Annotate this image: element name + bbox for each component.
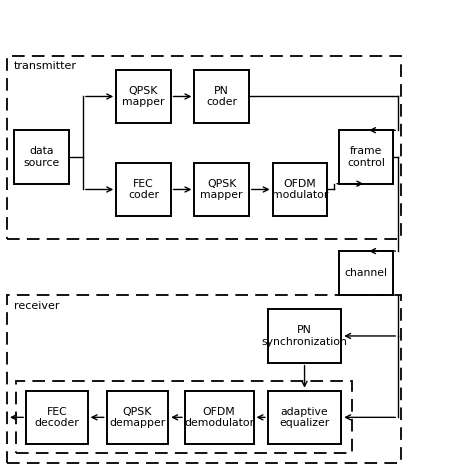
Bar (273, 163, 327, 216)
Text: FEC
coder: FEC coder (128, 179, 159, 200)
Text: QPSK
demapper: QPSK demapper (109, 406, 165, 428)
Text: receiver: receiver (14, 301, 60, 311)
Bar (116, 163, 171, 216)
Bar (26, 391, 88, 444)
Text: transmitter: transmitter (14, 61, 77, 72)
Text: PN
coder: PN coder (206, 86, 237, 107)
Bar (194, 163, 249, 216)
Bar (14, 130, 69, 184)
Bar (268, 309, 341, 363)
Bar (7, 295, 401, 463)
Bar (339, 130, 393, 184)
Bar (116, 70, 171, 123)
Text: channel: channel (345, 268, 388, 278)
Bar (339, 251, 393, 295)
Text: adaptive
equalizer: adaptive equalizer (279, 406, 330, 428)
Text: frame
control: frame control (347, 146, 385, 168)
Bar (7, 56, 401, 239)
Text: OFDM
modulator: OFDM modulator (272, 179, 328, 200)
Bar (185, 391, 254, 444)
Bar (268, 391, 341, 444)
Text: FEC
decoder: FEC decoder (35, 406, 79, 428)
Text: QPSK
mapper: QPSK mapper (201, 179, 243, 200)
Text: data
source: data source (23, 146, 60, 168)
Bar (107, 391, 168, 444)
Bar (194, 70, 249, 123)
Bar (16, 381, 352, 453)
Text: QPSK
mapper: QPSK mapper (122, 86, 164, 107)
Text: PN
synchronization: PN synchronization (262, 325, 347, 347)
Text: OFDM
demodulator: OFDM demodulator (184, 406, 254, 428)
